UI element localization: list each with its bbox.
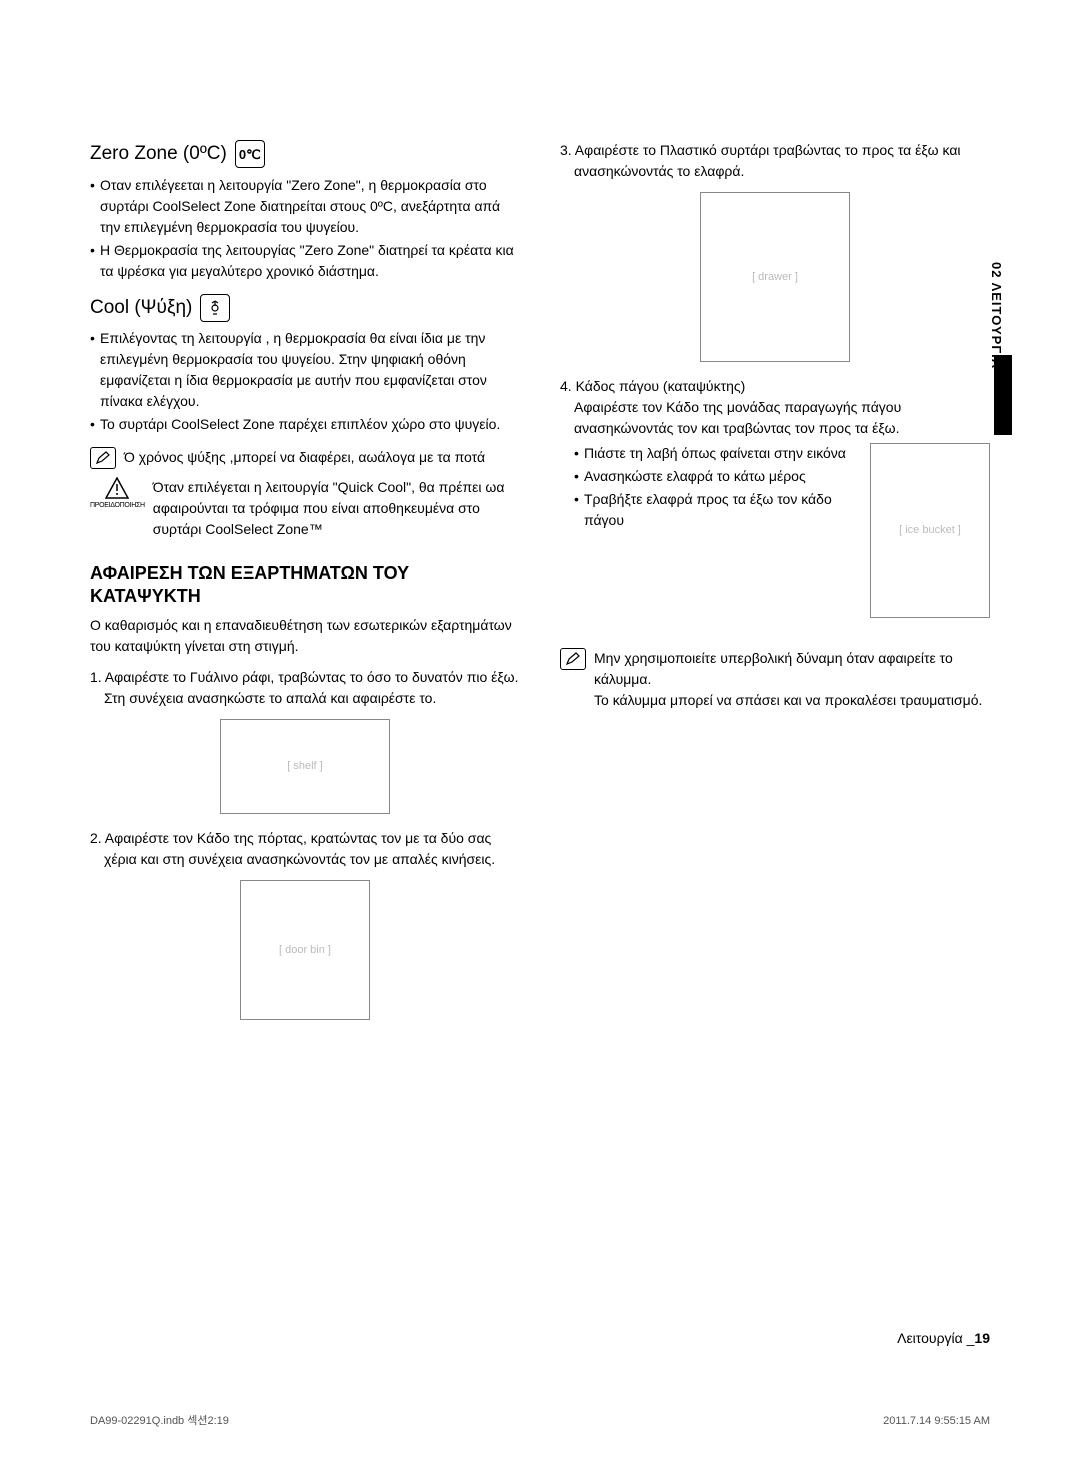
page-label: Λειτουργία _ [897, 1330, 974, 1346]
figure-door-bin-placeholder: [ door bin ] [240, 880, 370, 1020]
step-2-text: 2. Αφαιρέστε τον Κάδο της πόρτας, κρατών… [90, 828, 520, 870]
removal-intro: Ο καθαρισμός και η επαναδιευθέτηση των ε… [90, 615, 520, 657]
cool-warning-row: ΠΡΟΕΙΔΟΠΟΙΗΣΗ Όταν επιλέγεται η λειτουργ… [90, 477, 520, 540]
content-columns: Zero Zone (0ºC) 0℃ Οταν επιλέγεεται η λε… [90, 140, 990, 1034]
step-4-sub: Ανασηκώστε ελαφρά το κάτω μέρος [574, 466, 860, 487]
page-number: 19 [974, 1330, 990, 1346]
figure-drawer-placeholder: [ drawer ] [700, 192, 850, 362]
step-4-para: Αφαιρέστε τον Κάδο της μονάδας παραγωγής… [560, 397, 990, 439]
step-2: 2. Αφαιρέστε τον Κάδο της πόρτας, κρατών… [90, 828, 520, 1020]
warning-label: ΠΡΟΕΙΔΟΠΟΙΗΣΗ [90, 501, 145, 512]
note-icon [90, 447, 116, 469]
figure-shelf: [ shelf ] [90, 719, 520, 814]
cool-bullet: Επιλέγοντας τη λειτουργία , η θερμοκρασί… [90, 328, 520, 412]
zero-zone-icon: 0℃ [235, 140, 265, 168]
cool-note-row: Ό χρόνος ψύξης ,μπορεί να διαφέρει, αωάλ… [90, 447, 520, 469]
removal-heading: ΑΦΑΙΡΕΣΗ ΤΩΝ ΕΞΑΡΤΗΜΑΤΩΝ ΤΟΥ ΚΑΤΑΨΥΚΤΗ [90, 562, 520, 607]
left-column: Zero Zone (0ºC) 0℃ Οταν επιλέγεεται η λε… [90, 140, 520, 1034]
cool-icon [200, 294, 230, 322]
step-4-sub: Πιάστε τη λαβή όπως φαίνεται στην εικόνα [574, 443, 860, 464]
step-3-text: 3. Αφαιρέστε το Πλαστικό συρτάρι τραβώντ… [560, 140, 990, 182]
note-icon [560, 648, 586, 670]
cool-heading: Cool (Ψύξη) [90, 294, 520, 323]
figure-shelf-placeholder: [ shelf ] [220, 719, 390, 814]
step-1: 1. Αφαιρέστε το Γυάλινο ράφι, τραβώντας … [90, 667, 520, 814]
right-column: 3. Αφαιρέστε το Πλαστικό συρτάρι τραβώντ… [560, 140, 990, 1034]
right-note-text: Μην χρησιμοποιείτε υπερβολική δύναμη ότα… [594, 648, 990, 711]
right-note-row: Μην χρησιμοποιείτε υπερβολική δύναμη ότα… [560, 648, 990, 711]
cool-title: Cool (Ψύξη) [90, 294, 192, 323]
zero-zone-heading: Zero Zone (0ºC) 0℃ [90, 140, 520, 169]
zero-zone-bullet: Η Θερμοκρασία της λειτουργίας "Zero Zone… [90, 240, 520, 282]
cool-bullet: Το συρτάρι CoolSelect Zone παρέχει επιπλ… [90, 414, 520, 435]
zero-zone-bullet: Οταν επιλέγεεται η λειτουργία "Zero Zone… [90, 175, 520, 238]
step-4: 4. Κάδος πάγου (καταψύκτης) Αφαιρέστε το… [560, 376, 990, 618]
step-4-lead: 4. Κάδος πάγου (καταψύκτης) [560, 376, 990, 397]
step-1-text: 1. Αφαιρέστε το Γυάλινο ράφι, τραβώντας … [90, 667, 520, 709]
figure-ice-bucket-placeholder: [ ice bucket ] [870, 443, 990, 618]
footer-code: DA99-02291Q.indb 섹션2:19 [90, 1413, 229, 1430]
step-4-sublist: Πιάστε τη λαβή όπως φαίνεται στην εικόνα… [574, 443, 860, 533]
side-tab-bar [994, 355, 1012, 435]
figure-door-bin: [ door bin ] [90, 880, 520, 1020]
step-3: 3. Αφαιρέστε το Πλαστικό συρτάρι τραβώντ… [560, 140, 990, 362]
page-footer: Λειτουργία _19 [897, 1328, 990, 1349]
warning-badge: ΠΡΟΕΙΔΟΠΟΙΗΣΗ [90, 477, 145, 512]
warning-triangle-icon [105, 477, 129, 499]
cool-bullets: Επιλέγοντας τη λειτουργία , η θερμοκρασί… [90, 328, 520, 435]
figure-drawer: [ drawer ] [560, 192, 990, 362]
zero-zone-title: Zero Zone (0ºC) [90, 140, 227, 169]
footer-date: 2011.7.14 9:55:15 AM [883, 1413, 990, 1430]
step-4-sub: Τραβήξτε ελαφρά προς τα έξω τον κάδο πάγ… [574, 489, 860, 531]
zero-zone-bullets: Οταν επιλέγεεται η λειτουργία "Zero Zone… [90, 175, 520, 282]
cool-warning-text: Όταν επιλέγεται η λειτουργία "Quick Cool… [153, 477, 520, 540]
cool-note-text: Ό χρόνος ψύξης ,μπορεί να διαφέρει, αωάλ… [124, 447, 485, 468]
